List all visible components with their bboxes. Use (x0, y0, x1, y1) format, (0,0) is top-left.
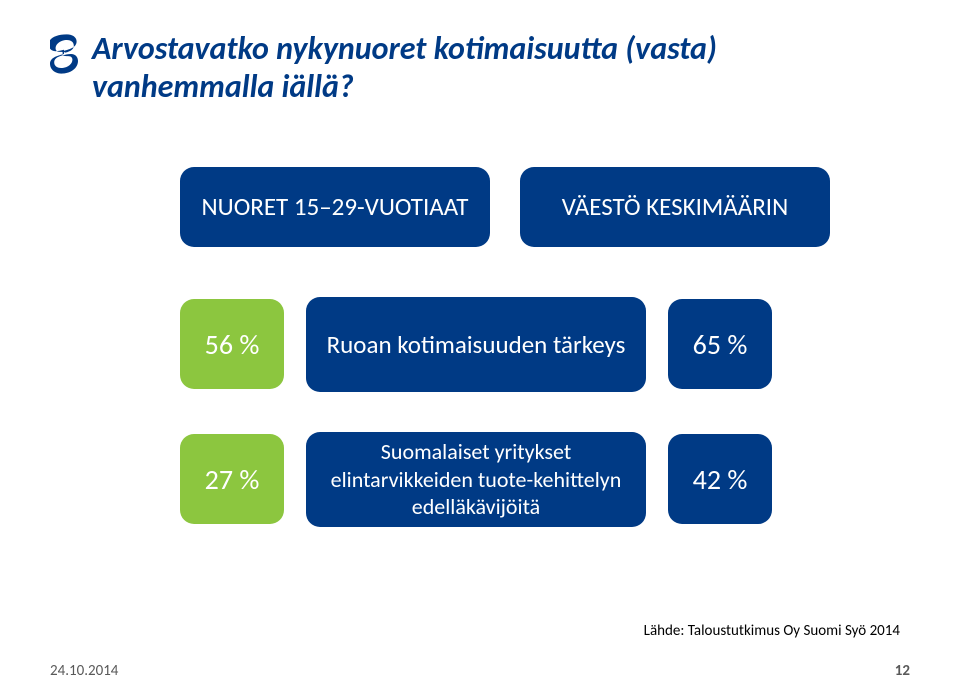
s-logo-icon (50, 34, 78, 79)
title-line-1: Arvostavatko nykynuoret kotimaisuutta (v… (92, 29, 717, 68)
header-row: Arvostavatko nykynuoret kotimaisuutta (v… (50, 30, 910, 107)
footer-page: 12 (895, 662, 910, 680)
title-line-2: vanhemmalla iällä? (92, 67, 354, 106)
footer: 24.10.2014 12 (50, 662, 910, 680)
group-label-youth: NUORET 15–29-VUOTIAAT (180, 167, 490, 247)
row2-left-pct: 27 % (180, 434, 284, 524)
source-text: Lähde: Taloustutkimus Oy Suomi Syö 2014 (644, 622, 900, 640)
slide: Arvostavatko nykynuoret kotimaisuutta (v… (0, 0, 960, 700)
row2-right-pct: 42 % (668, 434, 772, 524)
footer-date: 24.10.2014 (50, 662, 118, 680)
data-row-1: 56 % Ruoan kotimaisuuden tärkeys 65 % (180, 297, 910, 392)
row1-left-pct: 56 % (180, 299, 284, 389)
row2-mid-label: Suomalaiset yritykset elintarvikkeiden t… (306, 432, 646, 527)
data-row-2: 27 % Suomalaiset yritykset elintarvikkei… (180, 432, 910, 527)
row1-mid-label: Ruoan kotimaisuuden tärkeys (306, 297, 646, 392)
group-labels-row: NUORET 15–29-VUOTIAAT VÄESTÖ KESKIMÄÄRIN (180, 167, 910, 247)
page-title: Arvostavatko nykynuoret kotimaisuutta (v… (92, 30, 717, 107)
row1-right-pct: 65 % (668, 299, 772, 389)
group-label-population: VÄESTÖ KESKIMÄÄRIN (520, 167, 830, 247)
